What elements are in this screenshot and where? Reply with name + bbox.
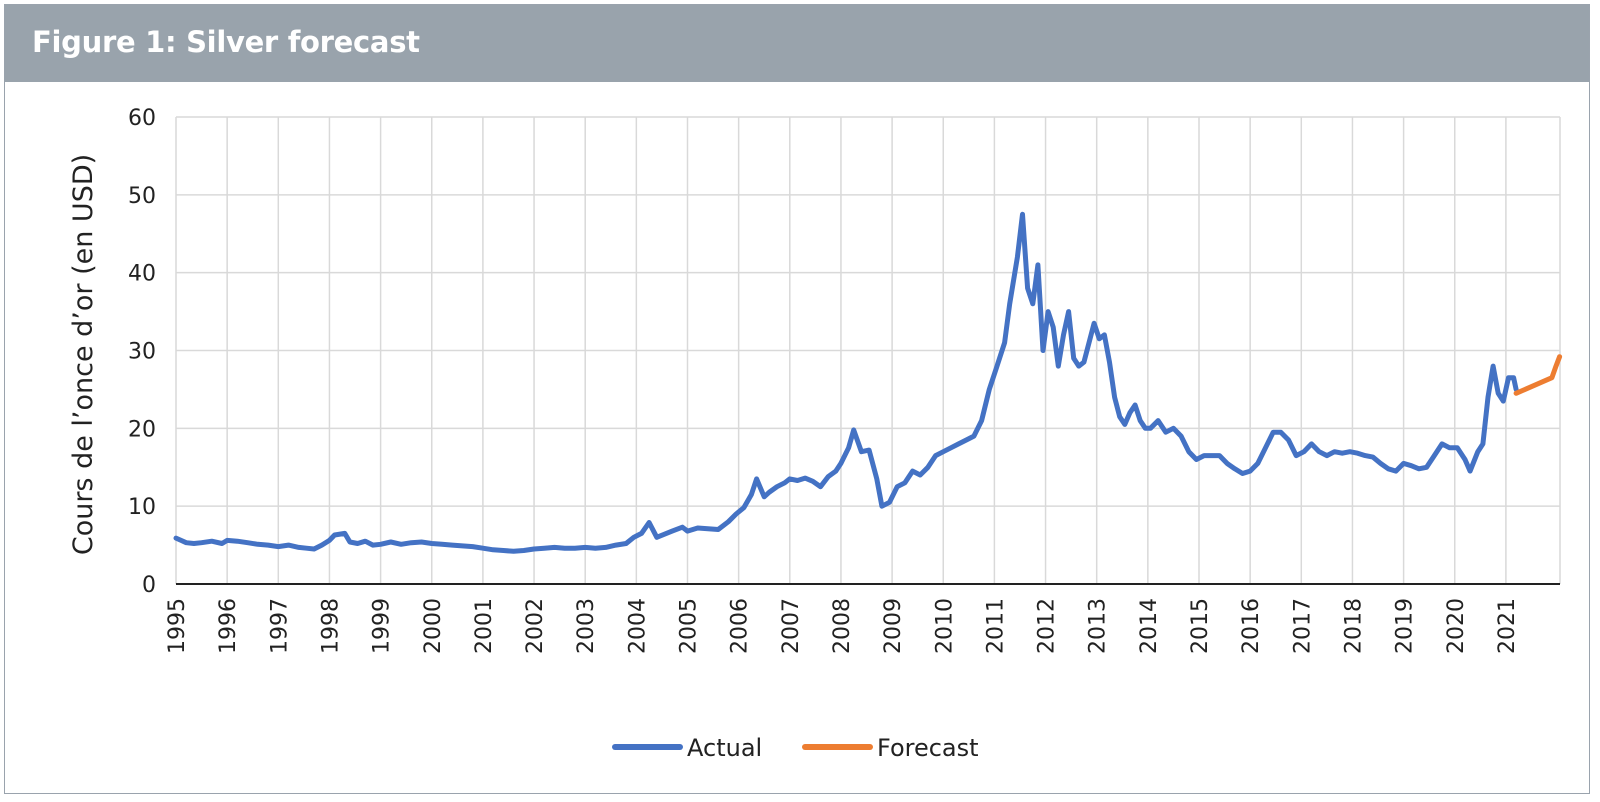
x-tick-label: 2018 <box>1341 598 1366 654</box>
legend-label-actual: Actual <box>687 734 762 762</box>
figure-header: Figure 1: Silver forecast <box>5 5 1589 82</box>
chart-series <box>173 211 1563 554</box>
figure-frame: Figure 1: Silver forecast <box>4 4 1590 794</box>
x-tick-label: 2000 <box>421 598 446 654</box>
chart-grid <box>175 116 1561 584</box>
x-tick-label: 2016 <box>1239 598 1264 654</box>
y-tick-label: 50 <box>128 184 156 209</box>
chart-legend: Actual Forecast <box>612 734 979 762</box>
x-tick-label: 1997 <box>267 598 292 654</box>
y-tick-label: 0 <box>142 573 156 598</box>
x-tick-label: 2012 <box>1035 598 1060 654</box>
x-tick-label: 2010 <box>932 598 957 654</box>
series-line-actual <box>173 211 1519 554</box>
x-tick-label: 2019 <box>1393 598 1418 654</box>
x-tick-label: 1996 <box>216 598 241 654</box>
y-axis-label: Cours de l’once d’or (en USD) <box>68 154 99 555</box>
y-tick-label: 20 <box>128 417 156 442</box>
y-tick-label: 30 <box>128 340 156 365</box>
x-tick-label: 2006 <box>728 598 753 654</box>
x-tick-label: 2021 <box>1495 598 1520 654</box>
x-tick-label: 2011 <box>983 598 1008 654</box>
series-line-forecast <box>1513 354 1563 396</box>
x-tick-label: 1999 <box>370 598 395 654</box>
x-tick-label: 2020 <box>1444 598 1469 654</box>
x-tick-label: 1998 <box>318 598 343 654</box>
x-tick-label: 2013 <box>1086 598 1111 654</box>
y-tick-label: 60 <box>128 106 156 131</box>
x-tick-label: 2009 <box>881 598 906 654</box>
figure-title: Figure 1: Silver forecast <box>32 25 420 59</box>
x-tick-label: 2003 <box>574 598 599 654</box>
x-tick-label: 1995 <box>165 598 190 654</box>
x-tick-label: 2014 <box>1137 598 1162 654</box>
y-tick-label: 40 <box>128 262 156 287</box>
x-tick-label: 2001 <box>472 598 497 654</box>
y-tick-label: 10 <box>128 495 156 520</box>
chart-ticks: 0 10 20 30 40 50 60 1995 1996 1997 1998 1999 2000 200… <box>128 106 1520 654</box>
x-tick-label: 2005 <box>677 598 702 654</box>
legend-label-forecast: Forecast <box>877 734 979 762</box>
x-tick-label: 2002 <box>523 598 548 654</box>
x-tick-label: 2004 <box>625 598 650 654</box>
x-tick-label: 2008 <box>830 598 855 654</box>
x-tick-label: 2017 <box>1290 598 1315 654</box>
x-tick-label: 2015 <box>1188 598 1213 654</box>
x-tick-label: 2007 <box>779 598 804 654</box>
